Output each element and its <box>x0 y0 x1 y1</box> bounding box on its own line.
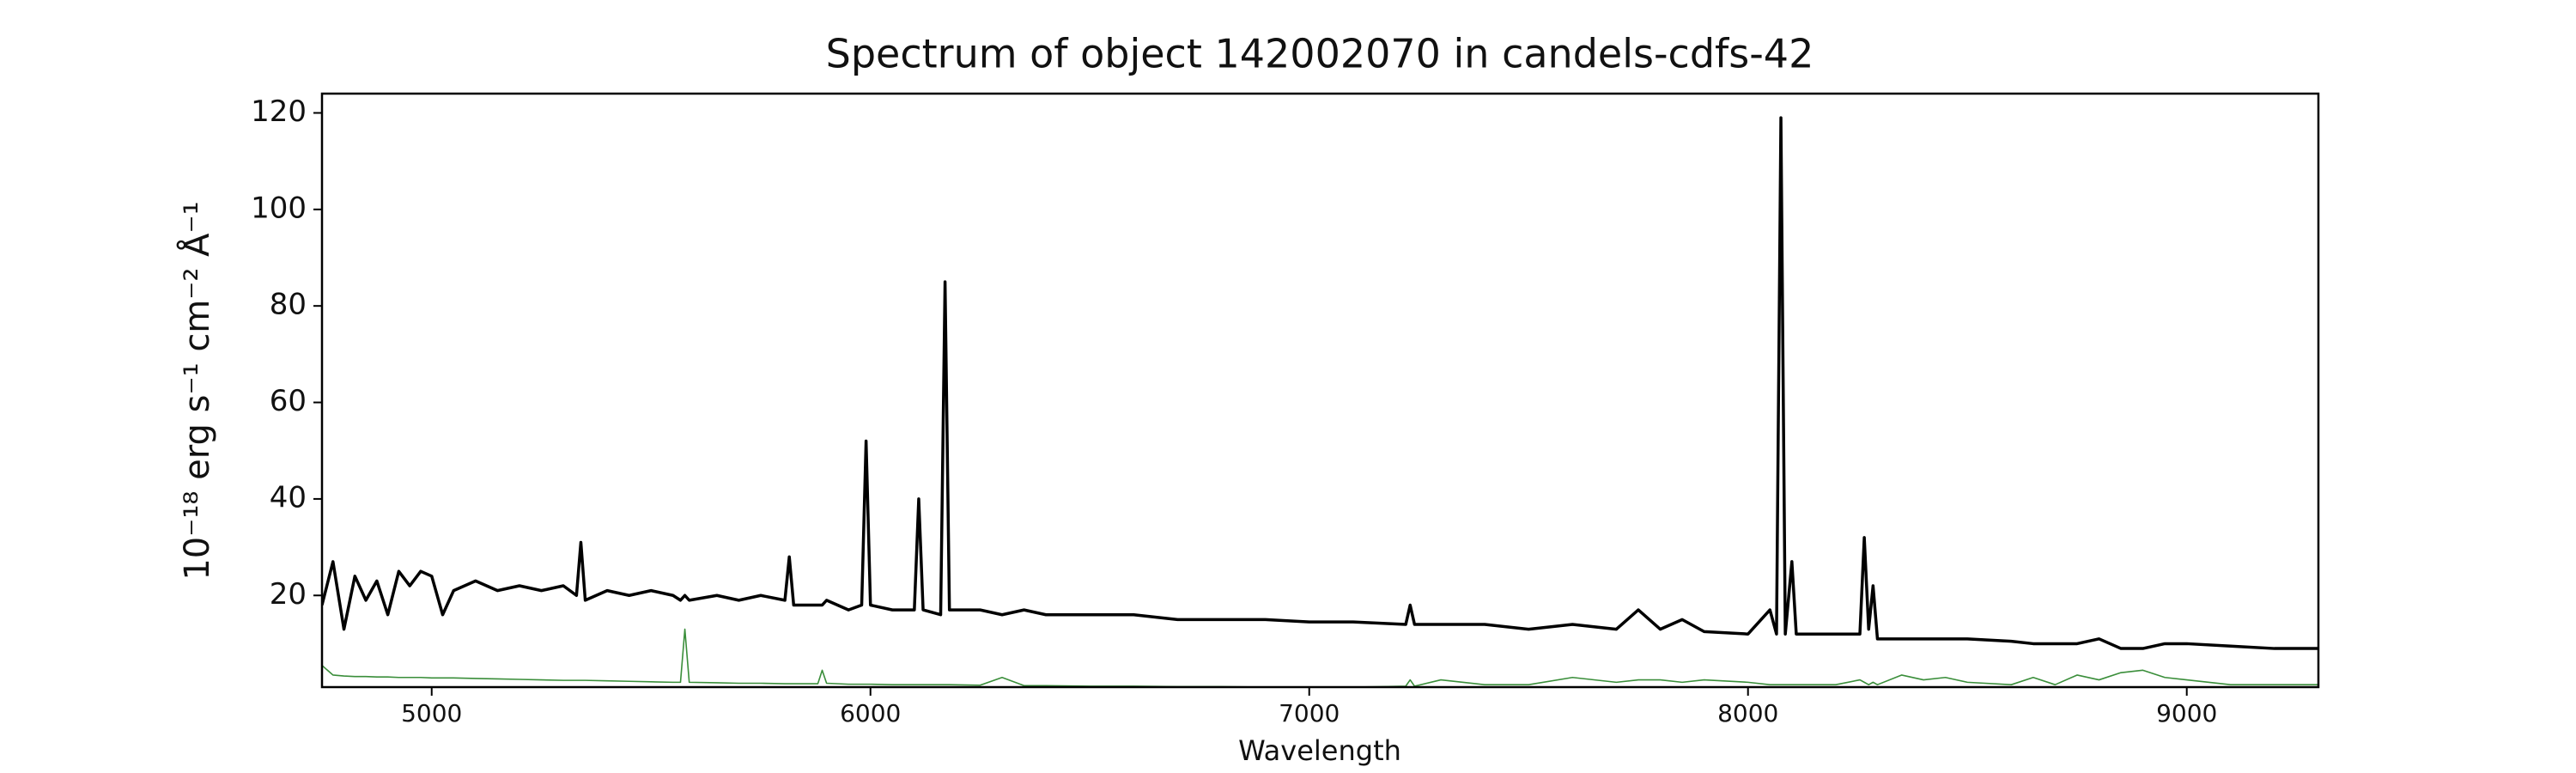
y-axis-label: 10⁻¹⁸ erg s⁻¹ cm⁻² Å⁻¹ <box>176 201 217 580</box>
x-tick-label: 9000 <box>2156 699 2217 727</box>
chart-title: Spectrum of object 142002070 in candels-… <box>826 31 1814 77</box>
y-tick-label: 80 <box>270 288 307 322</box>
x-tick-label: 7000 <box>1279 699 1340 727</box>
y-tick-label: 60 <box>270 384 307 418</box>
y-tick-label: 100 <box>251 191 307 225</box>
x-axis-label: Wavelength <box>1238 734 1401 767</box>
y-tick-label: 20 <box>270 577 307 612</box>
spectrum-line <box>322 116 2318 650</box>
plot-frame <box>320 92 2320 689</box>
spectrum-line <box>322 628 2318 687</box>
x-tick-label: 6000 <box>840 699 901 727</box>
y-tick-label: 120 <box>251 94 307 129</box>
x-tick-label: 5000 <box>401 699 462 727</box>
y-tick-label: 40 <box>270 480 307 514</box>
x-tick-label: 8000 <box>1717 699 1778 727</box>
